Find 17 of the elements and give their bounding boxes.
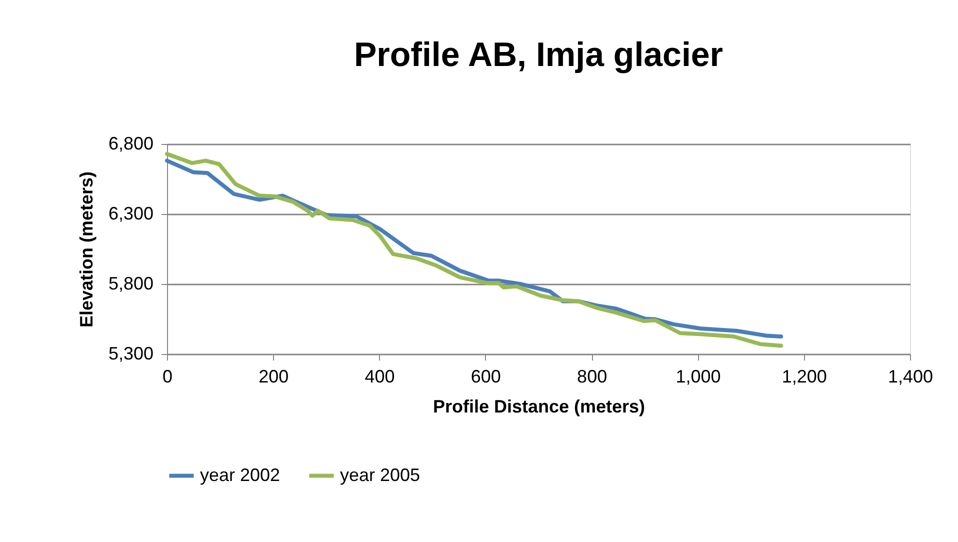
- legend-label: year 2002: [200, 464, 280, 485]
- chart-title: Profile AB, Imja glacier: [354, 36, 724, 74]
- x-tick-label: 200: [258, 366, 289, 386]
- y-tick-label: 6,800: [108, 134, 154, 154]
- x-tick-label: 1,400: [888, 366, 934, 386]
- x-tick-label: 1,200: [782, 366, 827, 386]
- y-tick-label: 6,300: [108, 204, 154, 224]
- x-tick-label: 600: [470, 366, 501, 386]
- y-axis-title: Elevation (meters): [76, 171, 96, 328]
- x-tick-label: 800: [577, 366, 608, 386]
- x-axis-title: Profile Distance (meters): [432, 396, 646, 416]
- x-tick-label: 400: [364, 366, 395, 386]
- y-tick-label: 5,300: [108, 344, 154, 364]
- legend-label: year 2005: [340, 464, 420, 485]
- x-tick-label: 1,000: [676, 366, 721, 386]
- x-tick-label: 0: [162, 366, 173, 386]
- y-tick-label: 5,800: [108, 274, 154, 294]
